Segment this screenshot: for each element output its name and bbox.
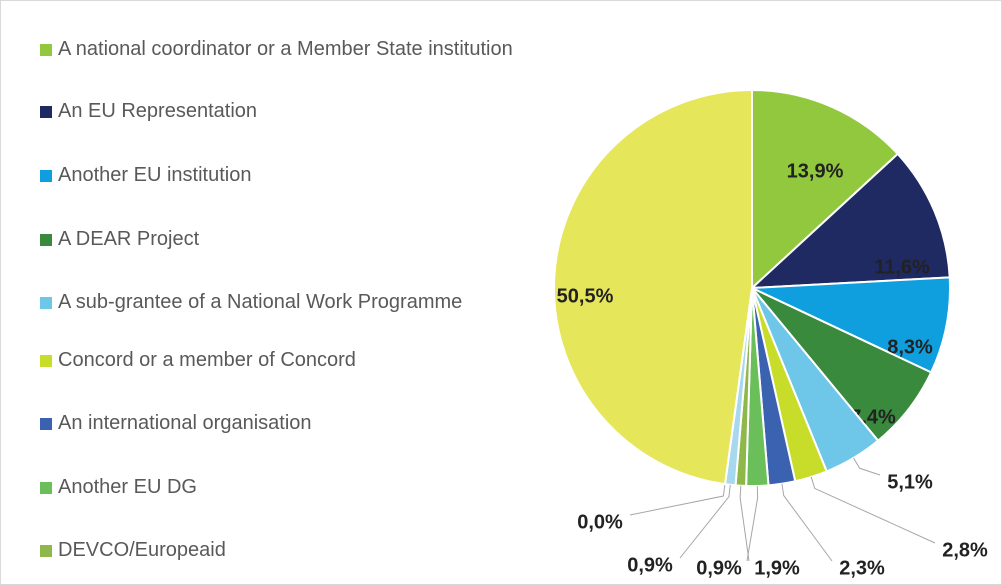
legend-swatch	[40, 355, 52, 367]
pie-slice	[751, 88, 900, 291]
leader-line	[746, 485, 759, 562]
legend-item: A national coordinator or a Member State…	[40, 35, 528, 63]
data-label: 5,1%	[887, 471, 933, 493]
legend-item: An EU Representation	[40, 97, 528, 125]
leader-line	[629, 484, 726, 516]
legend-item: A sub-grantee of a National Work Program…	[40, 288, 528, 316]
legend-label: Concord or a member of Concord	[58, 349, 356, 371]
legend-item: Another EU institution	[40, 161, 528, 189]
legend-swatch	[40, 297, 52, 309]
leader-line	[810, 476, 936, 544]
data-label: 0,9%	[627, 554, 673, 576]
pie-slice	[553, 88, 753, 486]
data-label: 2,3%	[839, 557, 885, 579]
pie-slice	[751, 276, 951, 374]
legend-label: A DEAR Project	[58, 228, 200, 250]
legend-item: An international organisation	[40, 409, 528, 437]
legend-label: A national coordinator or a Member State…	[58, 38, 513, 60]
data-label: 13,9%	[787, 160, 844, 182]
pie-slice	[749, 152, 951, 290]
legend-label: Another EU institution	[58, 164, 252, 186]
legend-swatch	[40, 545, 52, 557]
legend-label: An EU Representation	[58, 100, 258, 122]
data-label: 50,5%	[557, 285, 614, 307]
legend-swatch	[40, 106, 52, 118]
leader-line	[679, 484, 731, 559]
legend-item: A DEAR Project	[40, 225, 528, 253]
legend-label: An international organisation	[58, 412, 312, 434]
data-label: 2,8%	[942, 539, 988, 561]
legend-item: Concord or a member of Concord	[40, 346, 528, 374]
legend-label: A sub-grantee of a National Work Program…	[58, 291, 463, 313]
leader-line	[739, 485, 750, 562]
leader-line	[781, 483, 833, 562]
legend-swatch	[40, 170, 52, 182]
legend-label: DEVCO/Europeaid	[58, 539, 226, 561]
legend-swatch	[40, 234, 52, 246]
legend-swatch	[40, 44, 52, 56]
legend-label: Another EU DG	[58, 476, 197, 498]
data-label: 8,3%	[887, 336, 933, 358]
legend-swatch	[40, 482, 52, 494]
legend-item: DEVCO/Europeaid	[40, 536, 528, 564]
data-label: 11,6%	[874, 256, 930, 278]
data-label: 0,0%	[577, 511, 623, 533]
leader-line	[853, 457, 881, 476]
legend-swatch	[40, 418, 52, 430]
data-label: 1,9%	[754, 557, 800, 579]
data-label: 0,9%	[696, 557, 742, 579]
legend-item: Another EU DG	[40, 473, 528, 501]
